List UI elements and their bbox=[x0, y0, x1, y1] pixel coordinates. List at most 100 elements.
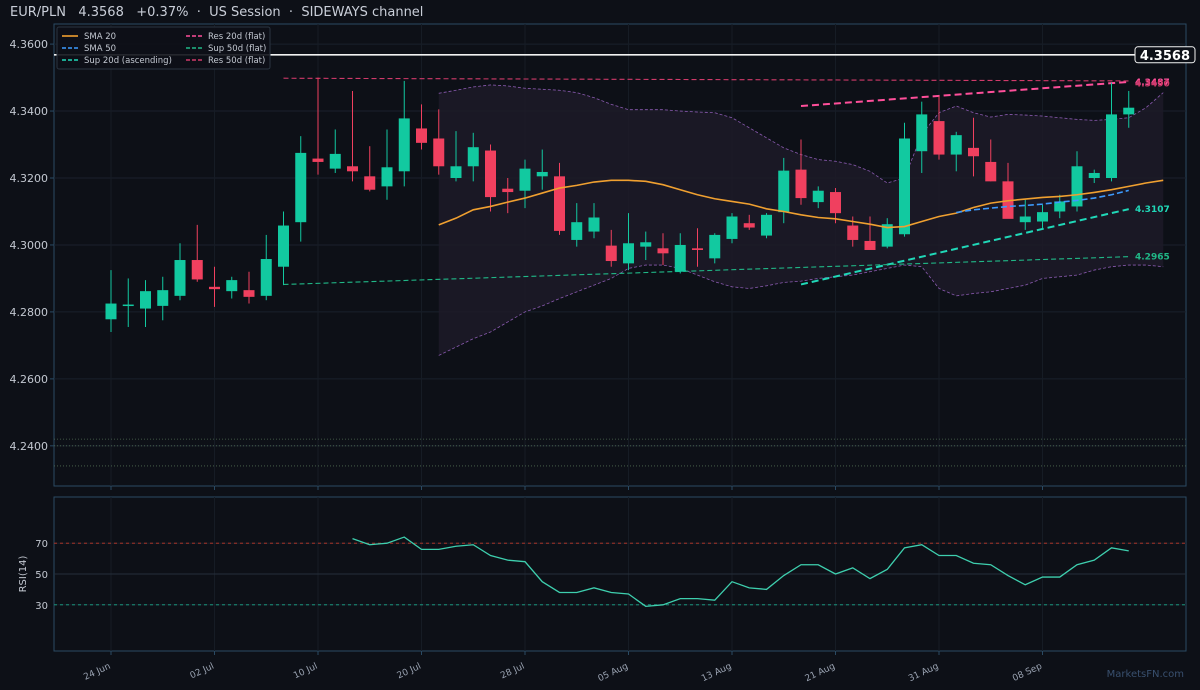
candle-body bbox=[847, 225, 859, 240]
candle-body bbox=[605, 245, 617, 262]
candle-body bbox=[209, 286, 220, 290]
price-change: +0.37% bbox=[136, 5, 189, 20]
sma50-line bbox=[956, 189, 1129, 214]
level-label: 4.3487 bbox=[1135, 78, 1170, 88]
x-tick-label: 10 Jul bbox=[292, 662, 319, 682]
x-tick-label: 28 Jul bbox=[499, 662, 526, 682]
candle-body bbox=[554, 176, 565, 231]
level-label: 4.3490 bbox=[1135, 79, 1170, 89]
level-label: 4.2965 bbox=[1135, 253, 1170, 263]
candle-body bbox=[985, 161, 997, 182]
legend-label: SMA 20 bbox=[84, 32, 116, 42]
candle-body bbox=[933, 121, 945, 155]
legend-label: Res 50d (flat) bbox=[208, 56, 265, 66]
legend-label: Res 20d (flat) bbox=[208, 32, 265, 42]
candle-body bbox=[1071, 166, 1083, 207]
candle-body bbox=[916, 114, 928, 152]
x-tick-label: 02 Jul bbox=[189, 662, 216, 682]
candle-body bbox=[157, 290, 169, 306]
y-tick-label: 4.2600 bbox=[10, 373, 49, 386]
candle-body bbox=[260, 259, 272, 296]
x-tick-label: 21 Aug bbox=[804, 662, 837, 685]
candle-body bbox=[295, 152, 307, 223]
candle-body bbox=[968, 147, 979, 157]
y-tick-label: 4.3400 bbox=[10, 105, 49, 118]
candle-body bbox=[1123, 107, 1135, 115]
legend-label: Sup 20d (ascending) bbox=[84, 56, 172, 66]
legend-box bbox=[56, 26, 271, 70]
candle-body bbox=[191, 260, 203, 280]
level-label: 4.3107 bbox=[1135, 205, 1170, 215]
legend-label: Sup 50d (flat) bbox=[208, 44, 266, 54]
rsi-tick-label: 30 bbox=[35, 601, 48, 612]
candle-body bbox=[899, 138, 910, 235]
candle-body bbox=[122, 304, 134, 307]
candle-body bbox=[571, 222, 583, 240]
y-tick-label: 4.3600 bbox=[10, 38, 49, 51]
band-fill bbox=[438, 84, 1164, 356]
candle-body bbox=[105, 303, 117, 320]
candle-body bbox=[778, 170, 790, 213]
last-price-tag bbox=[1134, 46, 1196, 64]
chart-header: EUR/PLN 4.3568 +0.37% · US Session · SID… bbox=[10, 5, 424, 20]
candle-body bbox=[1106, 114, 1117, 178]
candle-body bbox=[812, 190, 824, 203]
candle-body bbox=[329, 153, 341, 169]
candle-body bbox=[243, 290, 255, 297]
rsi-axis-label: RSI(14) bbox=[18, 556, 29, 593]
candle-body bbox=[312, 158, 324, 162]
candle-body bbox=[640, 242, 652, 247]
y-tick-label: 4.2400 bbox=[10, 440, 49, 453]
sup50-line bbox=[283, 256, 1129, 286]
sma20-line bbox=[438, 179, 1164, 229]
candle-body bbox=[1037, 212, 1048, 222]
x-tick-label: 13 Aug bbox=[700, 662, 733, 685]
regime-label: SIDEWAYS channel bbox=[301, 5, 424, 20]
candle-body bbox=[830, 192, 841, 214]
candle-body bbox=[502, 188, 514, 193]
candle-body bbox=[347, 166, 358, 172]
candle-body bbox=[726, 216, 738, 239]
candle-body bbox=[1054, 201, 1066, 212]
candle-body bbox=[364, 176, 376, 190]
candle-body bbox=[1088, 172, 1100, 178]
y-tick-label: 4.3000 bbox=[10, 239, 49, 252]
candle-body bbox=[588, 217, 600, 232]
candle-body bbox=[1019, 216, 1031, 223]
candle-body bbox=[795, 169, 807, 199]
x-tick-label: 24 Jun bbox=[82, 662, 112, 683]
candle-body bbox=[485, 150, 496, 198]
y-tick-label: 4.3200 bbox=[10, 172, 49, 185]
candle-body bbox=[864, 240, 876, 250]
candle-body bbox=[761, 214, 772, 236]
x-tick-label: 20 Jul bbox=[396, 662, 423, 682]
rsi-tick-label: 70 bbox=[35, 539, 48, 550]
candle-body bbox=[743, 223, 755, 228]
candle-body bbox=[140, 291, 151, 309]
brand-watermark: MarketsFN.com bbox=[1106, 669, 1184, 680]
candle-body bbox=[623, 243, 634, 264]
candle-body bbox=[467, 147, 479, 167]
candle-body bbox=[692, 248, 703, 250]
x-tick-label: 31 Aug bbox=[907, 662, 940, 685]
x-tick-label: 08 Sep bbox=[1011, 662, 1044, 684]
candle-body bbox=[416, 128, 427, 143]
candle-body bbox=[674, 244, 686, 272]
candle-body bbox=[398, 118, 410, 172]
rsi-line bbox=[352, 536, 1129, 608]
candle-body bbox=[950, 135, 962, 155]
session-label: US Session bbox=[209, 5, 281, 20]
band-lower bbox=[438, 264, 1164, 356]
sup20-line bbox=[800, 208, 1129, 286]
rsi-tick-label: 50 bbox=[35, 570, 48, 581]
x-tick-label: 05 Aug bbox=[597, 662, 630, 685]
candle-body bbox=[381, 167, 393, 187]
last-price-tag-label: 4.3568 bbox=[1140, 49, 1190, 64]
res50-line bbox=[283, 77, 1129, 82]
candle-body bbox=[881, 224, 893, 247]
last-price: 4.3568 bbox=[78, 5, 124, 20]
candle-body bbox=[226, 280, 238, 292]
candle-body bbox=[536, 171, 548, 177]
candle-body bbox=[519, 168, 531, 191]
